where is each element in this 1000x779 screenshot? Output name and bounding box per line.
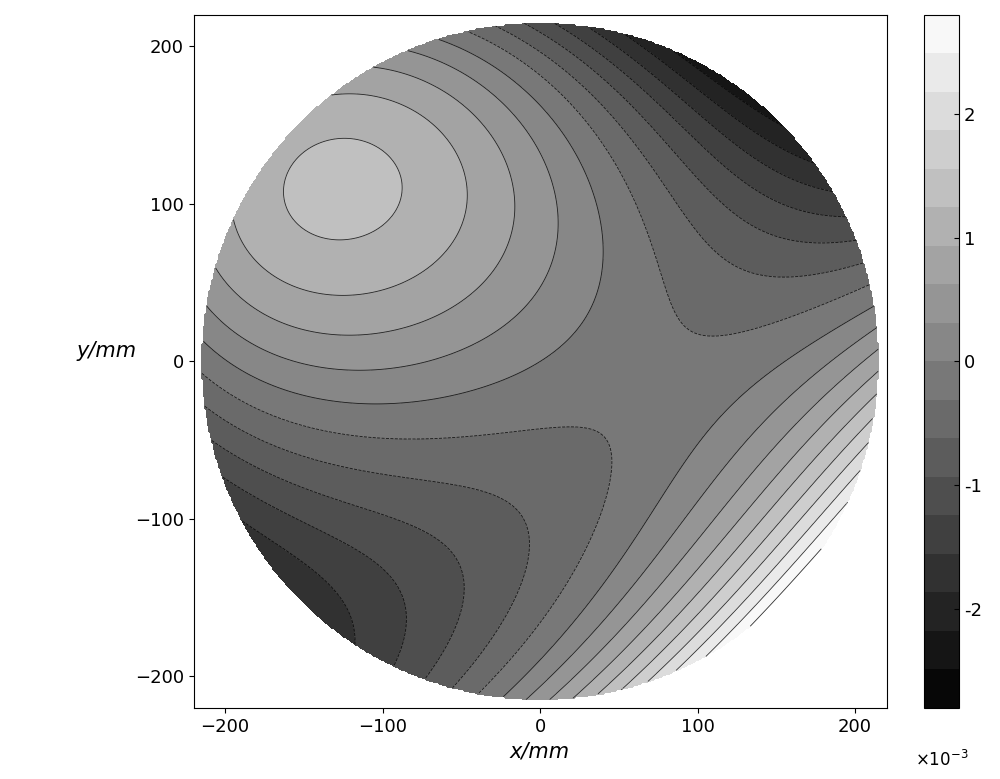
Y-axis label: y/mm: y/mm: [77, 341, 137, 361]
Text: $\times10^{-3}$: $\times10^{-3}$: [915, 749, 968, 770]
X-axis label: x/mm: x/mm: [510, 741, 570, 761]
